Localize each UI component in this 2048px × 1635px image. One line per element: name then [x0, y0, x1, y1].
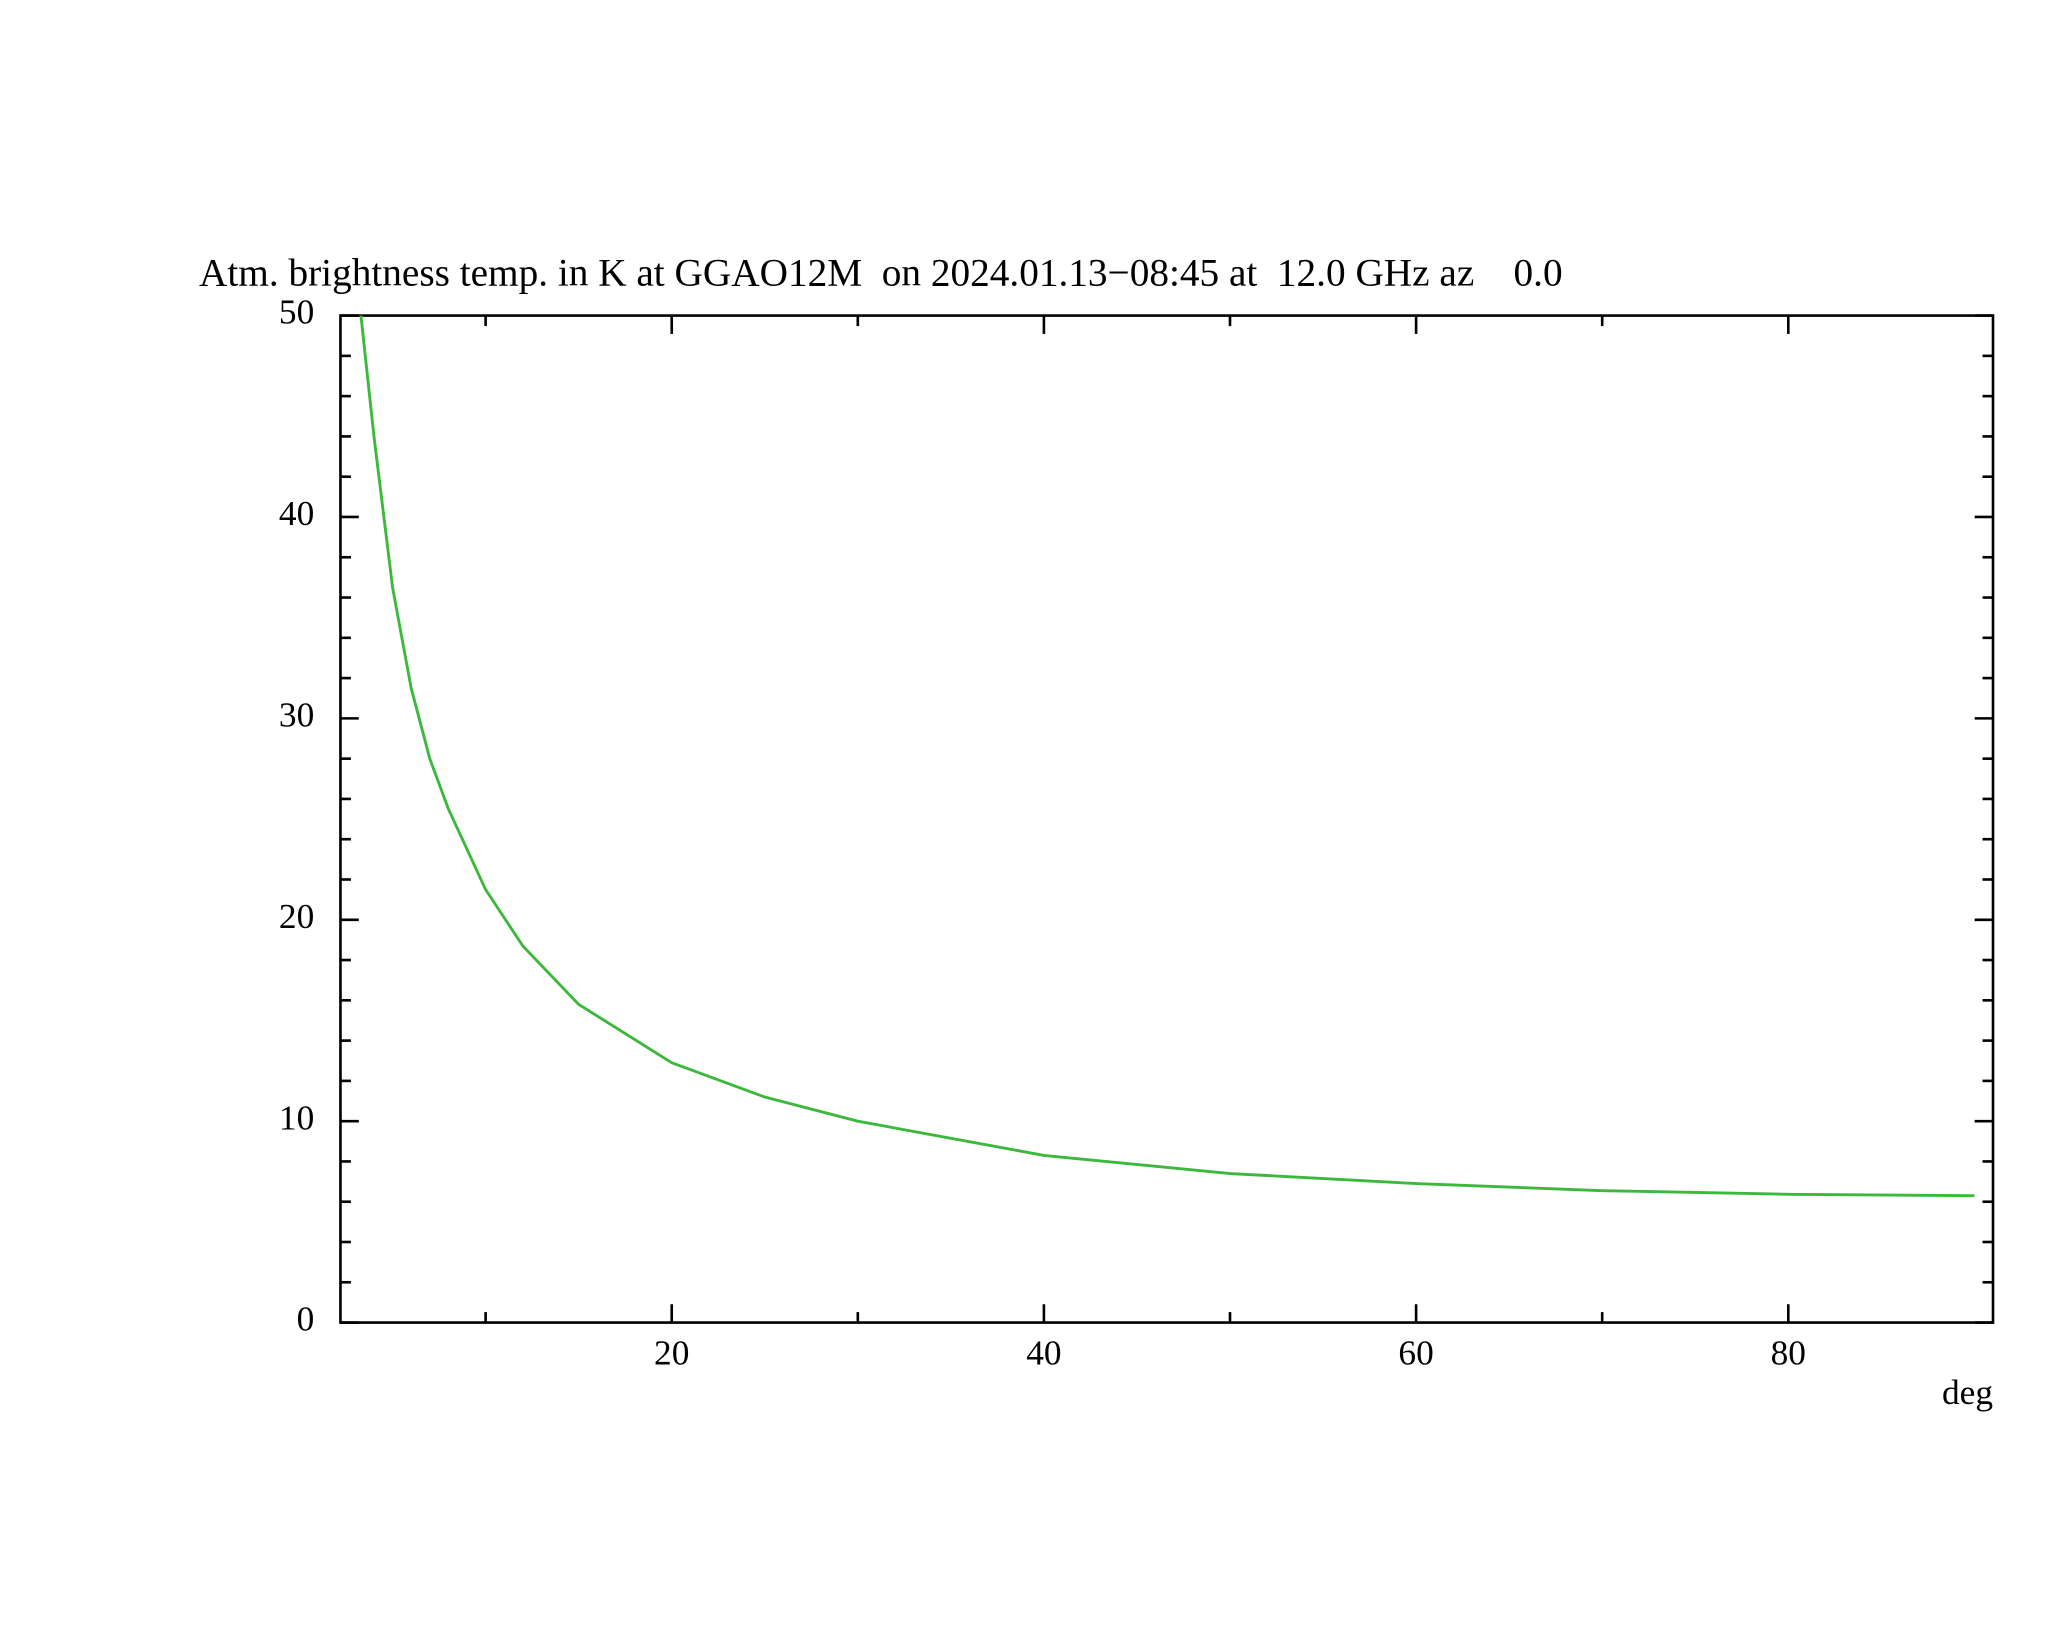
y-tick-label: 0 [297, 1299, 315, 1339]
plot-frame [339, 314, 1995, 1324]
chart-title: Atm. brightness temp. in K at GGAO12M on… [199, 251, 1563, 294]
x-tick-label: 80 [1771, 1333, 1806, 1373]
data-line [359, 315, 1975, 1198]
x-axis-label: deg [1942, 1372, 1993, 1412]
y-tick-label: 20 [279, 896, 314, 936]
y-tick-label: 40 [279, 493, 314, 533]
x-tick-label: 60 [1398, 1333, 1433, 1373]
y-tick-label: 10 [279, 1097, 314, 1137]
x-tick-label: 40 [1026, 1333, 1061, 1373]
x-tick-label: 20 [654, 1333, 689, 1373]
y-tick-label: 30 [279, 694, 314, 734]
y-tick-label: 50 [279, 292, 314, 332]
